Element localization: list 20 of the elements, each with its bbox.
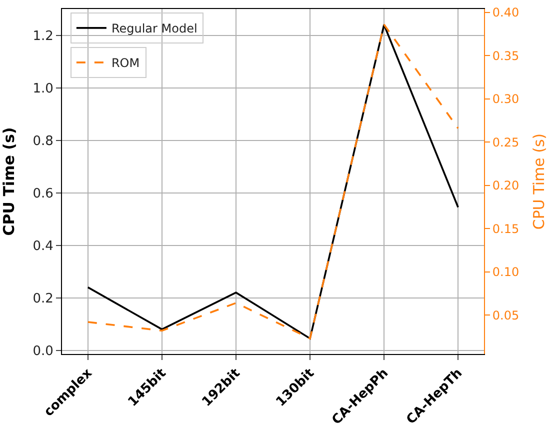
y2-tick-label: 0.25 <box>492 135 520 150</box>
y2-tick-label: 0.15 <box>492 222 520 236</box>
y2-tick-label: 0.30 <box>492 92 520 106</box>
y-tick-label: 1.0 <box>32 81 54 96</box>
y2-tick-label: 0.40 <box>492 6 520 20</box>
line-series <box>87 24 459 340</box>
y2-tick-label: 0.35 <box>492 48 520 63</box>
y-tick-label: 0.2 <box>32 291 54 306</box>
y2-tick-label: 0.10 <box>492 265 520 280</box>
legend-label: Regular Model <box>111 22 198 36</box>
y-tick-label: 1.2 <box>32 28 54 44</box>
y2-tick-label: 0.20 <box>492 178 520 193</box>
y2-axis-title: CPU Time (s) <box>530 133 548 230</box>
y-tick-label: 0.4 <box>32 238 54 254</box>
y-tick-label: 0.8 <box>32 134 54 149</box>
legend-label: ROM <box>111 56 140 70</box>
y-axis-title: CPU Time (s) <box>0 127 18 236</box>
y2-tick-label: 0.05 <box>492 308 520 322</box>
y-tick-label: 0.0 <box>32 344 54 359</box>
y-tick-label: 0.6 <box>32 186 54 202</box>
